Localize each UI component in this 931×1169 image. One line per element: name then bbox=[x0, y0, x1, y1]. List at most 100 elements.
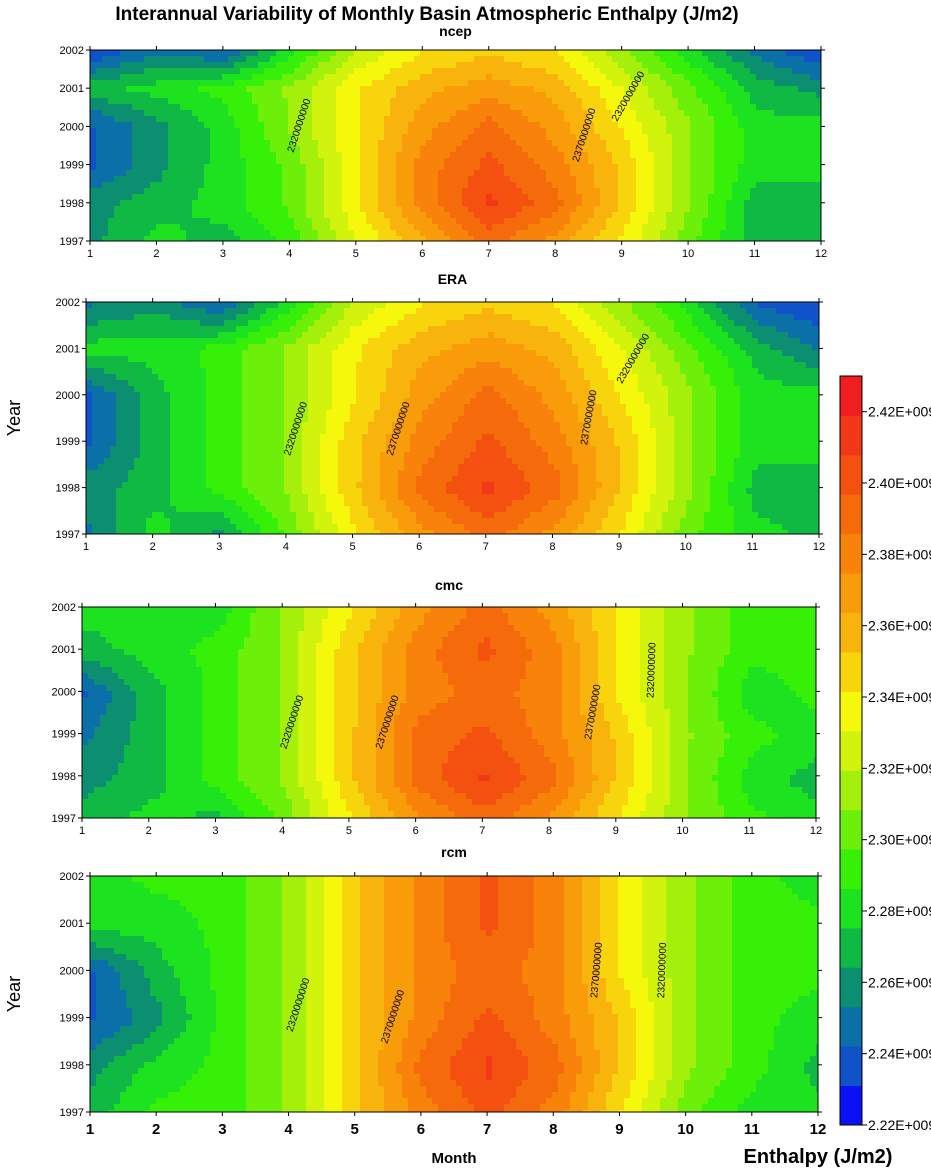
contour-cell bbox=[212, 326, 219, 333]
contour-cell bbox=[300, 230, 307, 237]
contour-cell bbox=[212, 344, 219, 351]
contour-cell bbox=[210, 212, 217, 219]
contour-cell bbox=[470, 344, 477, 351]
contour-cell bbox=[540, 122, 547, 129]
contour-cell bbox=[600, 122, 607, 129]
contour-cell bbox=[366, 110, 373, 117]
contour-cell bbox=[260, 314, 267, 321]
contour-cell bbox=[774, 218, 781, 225]
contour-cell bbox=[780, 68, 787, 75]
contour-cell bbox=[270, 86, 277, 93]
contour-cell bbox=[582, 230, 589, 237]
contour-cell bbox=[696, 92, 703, 99]
contour-cell bbox=[240, 230, 247, 237]
contour-cell bbox=[732, 176, 739, 183]
contour-cell bbox=[164, 320, 171, 327]
contour-cell bbox=[288, 170, 295, 177]
contour-cell bbox=[762, 104, 769, 111]
contour-cell bbox=[98, 338, 105, 345]
contour-cell bbox=[302, 338, 309, 345]
contour-cell bbox=[582, 212, 589, 219]
contour-cell bbox=[780, 206, 787, 213]
contour-cell bbox=[738, 206, 745, 213]
contour-cell bbox=[528, 218, 535, 225]
contour-cell bbox=[528, 194, 535, 201]
contour-cell bbox=[174, 68, 181, 75]
contour-cell bbox=[306, 140, 313, 147]
contour-cell bbox=[228, 146, 235, 153]
contour-cell bbox=[692, 326, 699, 333]
contour-cell bbox=[774, 152, 781, 159]
contour-cell bbox=[330, 152, 337, 159]
contour-cell bbox=[708, 146, 715, 153]
contour-cell bbox=[816, 80, 822, 87]
contour-cell bbox=[320, 302, 327, 309]
y-tick-label: 2001 bbox=[60, 83, 84, 95]
contour-cell bbox=[186, 218, 193, 225]
contour-cell bbox=[96, 122, 103, 129]
contour-cell bbox=[278, 338, 285, 345]
contour-cell bbox=[620, 338, 627, 345]
contour-cell bbox=[342, 146, 349, 153]
contour-cell bbox=[498, 110, 505, 117]
contour-cell bbox=[134, 344, 141, 351]
contour-cell bbox=[450, 68, 457, 75]
x-tick-label: 1 bbox=[87, 248, 93, 260]
contour-cell bbox=[438, 80, 445, 87]
contour-cell bbox=[606, 110, 613, 117]
contour-cell bbox=[108, 170, 115, 177]
contour-cell bbox=[444, 140, 451, 147]
contour-cell bbox=[300, 98, 307, 105]
contour-cell bbox=[690, 200, 697, 207]
contour-cell bbox=[390, 206, 397, 213]
contour-cell bbox=[264, 224, 271, 231]
contour-cell bbox=[408, 134, 415, 141]
contour-cell bbox=[570, 236, 577, 242]
contour-cell bbox=[810, 158, 817, 165]
contour-cell bbox=[636, 176, 643, 183]
contour-cell bbox=[278, 326, 285, 333]
contour-cell bbox=[276, 86, 283, 93]
contour-cell bbox=[330, 110, 337, 117]
contour-cell bbox=[588, 68, 595, 75]
contour-cell bbox=[342, 212, 349, 219]
contour-cell bbox=[270, 170, 277, 177]
contour-cell bbox=[666, 86, 673, 93]
contour-cell bbox=[582, 176, 589, 183]
contour-cell bbox=[702, 146, 709, 153]
contour-cell bbox=[816, 230, 822, 237]
contour-cell bbox=[308, 302, 315, 309]
contour-cell bbox=[794, 314, 801, 321]
contour-cell bbox=[246, 104, 253, 111]
contour-cell bbox=[444, 236, 451, 242]
contour-cell bbox=[636, 116, 643, 123]
contour-cell bbox=[380, 326, 387, 333]
contour-cell bbox=[782, 338, 789, 345]
contour-cell bbox=[570, 110, 577, 117]
contour-cell bbox=[362, 326, 369, 333]
contour-cell bbox=[552, 212, 559, 219]
contour-cell bbox=[564, 152, 571, 159]
contour-cell bbox=[636, 104, 643, 111]
contour-cell bbox=[288, 224, 295, 231]
contour-cell bbox=[180, 224, 187, 231]
contour-cell bbox=[228, 140, 235, 147]
contour-cell bbox=[314, 350, 321, 357]
contour-cell bbox=[486, 50, 493, 57]
contour-cell bbox=[474, 170, 481, 177]
contour-cell bbox=[612, 116, 619, 123]
contour-cell bbox=[756, 80, 763, 87]
contour-cell bbox=[672, 176, 679, 183]
contour-cell bbox=[564, 236, 571, 242]
contour-cell bbox=[476, 320, 483, 327]
contour-cell bbox=[194, 308, 201, 315]
contour-cell bbox=[146, 332, 153, 339]
contour-cell bbox=[492, 218, 499, 225]
contour-cell bbox=[138, 128, 145, 135]
contour-cell bbox=[720, 50, 727, 57]
contour-cell bbox=[606, 200, 613, 207]
contour-cell bbox=[594, 74, 601, 81]
contour-cell bbox=[582, 236, 589, 242]
contour-cell bbox=[504, 206, 511, 213]
contour-cell bbox=[122, 302, 129, 309]
